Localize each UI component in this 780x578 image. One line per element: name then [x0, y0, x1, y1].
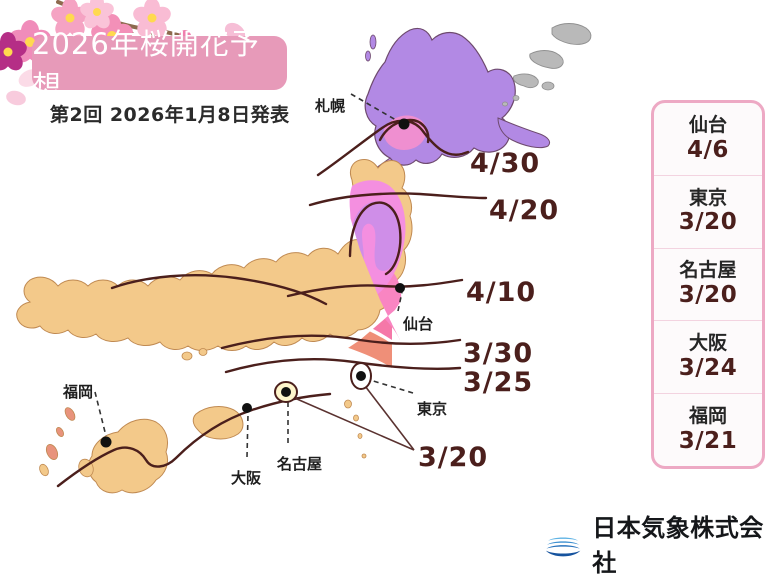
page-subtitle: 第2回 2026年1月8日発表	[50, 104, 290, 126]
legend-date-nagoya: 3/20	[678, 282, 738, 309]
map-city-label-sapporo: 札幌	[315, 97, 346, 115]
map-date-3-30: 3/30	[463, 338, 534, 369]
legend-row-fukuoka: 福岡 3/21	[654, 394, 762, 466]
legend-row-nagoya: 名古屋 3/20	[654, 249, 762, 322]
contour-hokkaido-inner	[378, 118, 430, 144]
contour-4-20	[308, 192, 488, 207]
city-forecast-legend: 仙台 4/6 東京 3/20 名古屋 3/20 大阪 3/24 福岡 3/21	[651, 100, 765, 469]
legend-date-sendai: 4/6	[687, 136, 729, 163]
leader-fukuoka	[94, 391, 107, 437]
company-name: 日本気象株式会社	[592, 514, 764, 577]
leader-osaka	[246, 413, 249, 458]
map-date-4-20: 4/20	[489, 195, 560, 226]
map-date-3-25: 3/25	[463, 367, 534, 398]
legend-city-nagoya: 名古屋	[679, 259, 737, 282]
contour-3-30	[220, 334, 462, 350]
sakura-forecast-poster: 2026年桜開花予想 第2回 2026年1月8日発表	[0, 0, 765, 577]
legend-row-sendai: 仙台 4/6	[654, 103, 762, 176]
map-city-label-osaka: 大阪	[231, 469, 262, 487]
contour-4-10	[286, 278, 464, 298]
legend-row-tokyo: 東京 3/20	[654, 176, 762, 249]
legend-date-osaka: 3/24	[678, 354, 738, 381]
region-kuril-islands-gray	[502, 23, 592, 107]
legend-city-sendai: 仙台	[688, 113, 727, 136]
dot-sapporo	[398, 118, 410, 130]
dot-sendai	[395, 283, 405, 293]
dot-tokyo	[356, 371, 366, 381]
region-hokkaido	[351, 27, 551, 209]
page-title: 2026年桜開花予想	[32, 27, 260, 103]
contour-3-25	[224, 358, 462, 374]
legend-city-osaka: 大阪	[688, 332, 727, 355]
page-title-banner: 2026年桜開花予想	[32, 27, 287, 103]
date-leader-lines-3-20	[289, 381, 415, 451]
legend-date-fukuoka: 3/21	[678, 427, 738, 454]
map-city-label-sendai: 仙台	[403, 315, 434, 333]
leader-tokyo	[369, 379, 414, 394]
leader-sendai	[397, 291, 403, 312]
japan-sakura-bloom-map	[16, 23, 592, 494]
city-leader-lines	[94, 93, 414, 458]
globe-icon	[545, 527, 581, 557]
map-date-4-10: 4/10	[466, 277, 537, 308]
legend-city-fukuoka: 福岡	[688, 404, 727, 427]
map-date-3-20: 3/20	[418, 442, 489, 473]
contour-tohoku-inner	[348, 201, 402, 276]
legend-row-osaka: 大阪 3/24	[654, 321, 762, 395]
contour-3-20-west	[56, 392, 332, 488]
map-date-4-30: 4/30	[470, 148, 541, 179]
dot-nagoya	[281, 387, 291, 397]
dot-osaka	[242, 403, 252, 413]
company-logo: 日本気象株式会社	[543, 508, 780, 578]
region-honshu-landmass	[16, 159, 413, 494]
map-city-label-tokyo: 東京	[417, 400, 448, 418]
city-dots	[100, 118, 410, 448]
contour-chugoku-inner	[110, 274, 328, 306]
legend-date-tokyo: 3/20	[678, 209, 738, 236]
legend-city-tokyo: 東京	[688, 186, 727, 209]
bloom-contour-lines	[56, 118, 488, 488]
map-city-label-nagoya: 名古屋	[277, 455, 323, 473]
dot-fukuoka	[100, 436, 112, 448]
map-city-label-fukuoka: 福岡	[63, 383, 94, 401]
